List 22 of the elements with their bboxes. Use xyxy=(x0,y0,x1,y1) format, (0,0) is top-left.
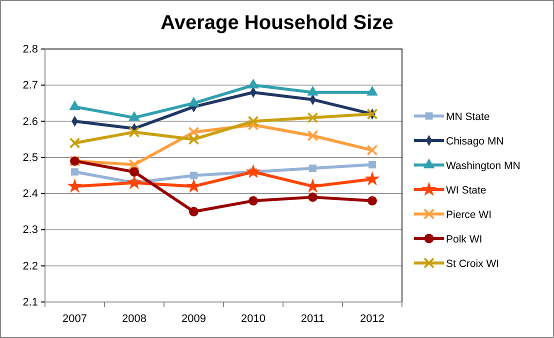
y-tick-label: 2.5 xyxy=(22,152,38,164)
x-tick-label: 2012 xyxy=(360,312,384,325)
y-tick-label: 2.3 xyxy=(22,224,38,236)
x-tick-label: 2010 xyxy=(241,312,266,325)
y-tick-label: 2.1 xyxy=(22,296,38,309)
legend-label: Polk WI xyxy=(446,234,482,246)
y-tick-label: 2.7 xyxy=(22,80,38,92)
legend-label: WI State xyxy=(446,184,486,196)
legend-label: Washington MN xyxy=(446,160,520,172)
x-tick-label: 2007 xyxy=(62,312,87,325)
legend-label: Chisago MN xyxy=(446,136,504,148)
x-tick-label: 2011 xyxy=(300,312,325,325)
y-tick-label: 2.6 xyxy=(22,116,38,128)
x-tick-label: 2009 xyxy=(182,312,206,325)
chart-title: Average Household Size xyxy=(160,12,394,34)
y-tick-label: 2.2 xyxy=(22,260,38,272)
y-tick-label: 2.8 xyxy=(22,44,38,56)
legend-label: Pierce WI xyxy=(446,209,492,221)
y-tick-label: 2.4 xyxy=(22,188,38,200)
legend-label: MN State xyxy=(446,111,490,123)
x-tick-label: 2008 xyxy=(122,312,146,325)
legend-label: St Croix WI xyxy=(446,258,500,270)
